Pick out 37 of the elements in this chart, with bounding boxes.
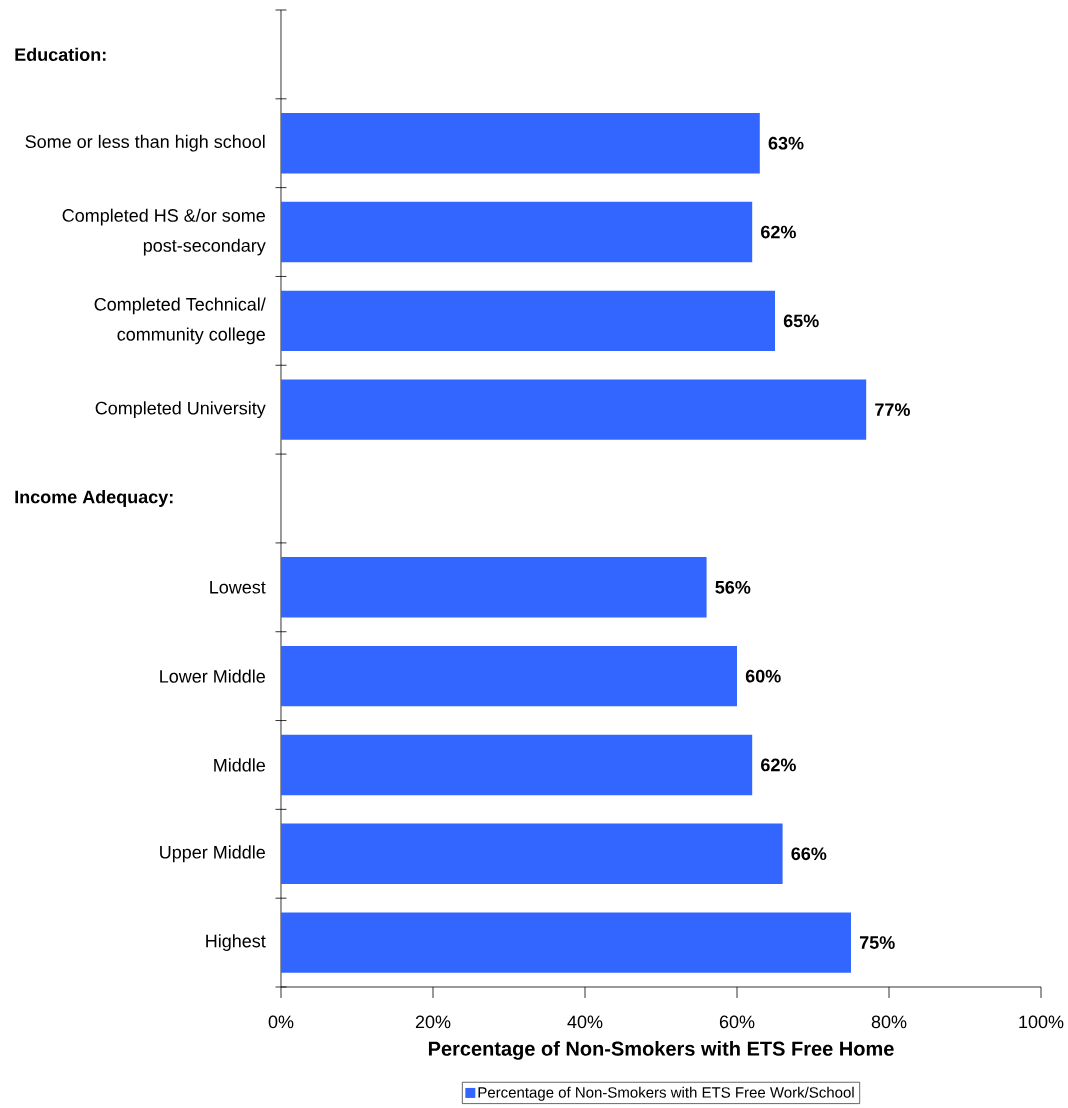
data-label: 66% bbox=[791, 847, 827, 861]
x-tick-label: 20% bbox=[415, 1015, 451, 1029]
text: Education: bbox=[15, 47, 106, 61]
data-label: 62% bbox=[761, 225, 796, 239]
y-tick-label: Completed University bbox=[95, 401, 266, 419]
bar bbox=[281, 734, 753, 796]
y-tick-label: Some or less than high school bbox=[25, 134, 265, 152]
data-label: 56% bbox=[715, 580, 751, 594]
bar bbox=[281, 201, 753, 263]
bar bbox=[281, 557, 707, 618]
x-tick-label: 0% bbox=[268, 1015, 294, 1029]
bar bbox=[281, 290, 775, 352]
data-label: 75% bbox=[859, 936, 895, 949]
legend-label: Percentage of Non-Smokers with ETS Free Work/School bbox=[478, 1086, 854, 1101]
data-label: 62% bbox=[761, 758, 796, 772]
data-label: 65% bbox=[783, 314, 819, 328]
y-tick-label: Completed HS &/or some post-secondary bbox=[62, 208, 266, 256]
bar bbox=[281, 823, 783, 884]
y-tick-label: Lowest bbox=[210, 581, 266, 594]
text: Income Adequacy: bbox=[15, 490, 173, 507]
y-tick-label: Completed Technical/ community college bbox=[94, 297, 266, 345]
y-tick-label: Highest bbox=[206, 934, 266, 951]
x-tick-label: 40% bbox=[567, 1015, 603, 1029]
y-tick-label: Upper Middle bbox=[160, 845, 265, 863]
x-axis-title: Percentage of Non-Smokers with ETS Free Home bbox=[428, 1041, 894, 1060]
x-tick-label: 60% bbox=[719, 1015, 755, 1029]
data-label: 60% bbox=[745, 669, 781, 683]
y-tick-label: Lower Middle bbox=[160, 669, 265, 683]
bar bbox=[281, 113, 760, 174]
x-tick-label: 100% bbox=[1019, 1015, 1064, 1029]
bar bbox=[281, 379, 867, 440]
data-label: 63% bbox=[768, 136, 804, 150]
y-tick-label: Middle bbox=[214, 758, 265, 772]
data-label: 77% bbox=[875, 403, 910, 416]
bar bbox=[281, 912, 851, 973]
x-tick-label: 80% bbox=[871, 1015, 907, 1029]
bar bbox=[281, 645, 737, 707]
